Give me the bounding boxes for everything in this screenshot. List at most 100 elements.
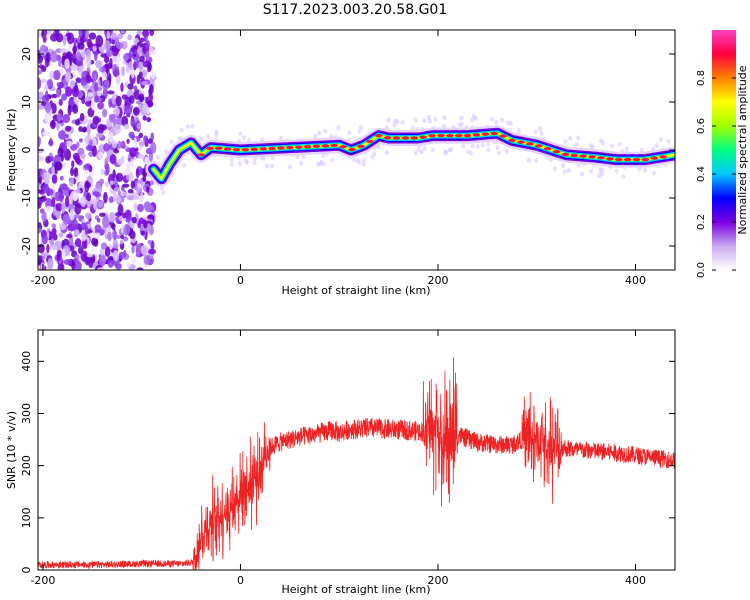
ridge-halo-speck bbox=[190, 123, 195, 129]
y-tick-label: 20 bbox=[20, 47, 33, 61]
noise-speck bbox=[50, 93, 58, 99]
x-tick-label: 400 bbox=[625, 574, 646, 587]
ridge-halo-speck bbox=[642, 167, 647, 173]
noise-speck bbox=[92, 73, 97, 83]
ridge-hotspot bbox=[312, 144, 321, 148]
ridge-hotspot bbox=[517, 140, 525, 144]
noise-speck bbox=[64, 58, 70, 70]
ridge-halo-speck bbox=[658, 137, 663, 143]
noise-speck bbox=[74, 203, 82, 215]
ridge-hotspot bbox=[606, 157, 614, 161]
x-tick-label: 200 bbox=[427, 274, 448, 287]
noise-speck bbox=[142, 102, 149, 114]
noise-speck bbox=[81, 30, 86, 38]
noise-speck bbox=[104, 246, 111, 258]
colorbar-tick-label: 0.6 bbox=[696, 118, 707, 134]
ridge-halo-speck bbox=[490, 116, 495, 122]
noise-speck bbox=[137, 220, 142, 229]
noise-speck bbox=[52, 233, 58, 241]
ridge-halo-speck bbox=[287, 164, 292, 170]
noise-speck bbox=[84, 30, 90, 40]
noise-speck bbox=[58, 130, 67, 140]
ridge-hotspot bbox=[286, 146, 294, 150]
noise-speck bbox=[79, 138, 83, 143]
noise-speck bbox=[90, 198, 95, 205]
ridge-halo-speck bbox=[413, 117, 418, 123]
noise-speck bbox=[100, 124, 107, 131]
noise-speck bbox=[146, 204, 155, 212]
ridge-halo-speck bbox=[539, 130, 544, 136]
noise-speck bbox=[104, 181, 110, 188]
ridge-halo-speck bbox=[264, 163, 269, 169]
noise-speck bbox=[38, 95, 42, 104]
noise-speck bbox=[66, 51, 73, 59]
noise-speck bbox=[112, 106, 121, 116]
noise-speck bbox=[98, 212, 106, 217]
ridge-halo-speck bbox=[298, 160, 303, 166]
noise-speck bbox=[49, 119, 56, 130]
noise-speck bbox=[121, 183, 130, 188]
ridge-hotspot bbox=[294, 145, 303, 149]
y-tick-label: 0 bbox=[20, 147, 33, 154]
noise-speck bbox=[58, 232, 64, 238]
noise-speck bbox=[59, 176, 64, 181]
ridge-halo-speck bbox=[278, 135, 283, 141]
ridge-halo-speck bbox=[624, 146, 629, 152]
noise-speck bbox=[65, 86, 73, 97]
noise-speck bbox=[74, 238, 82, 248]
noise-speck bbox=[113, 149, 120, 154]
noise-speck bbox=[147, 66, 151, 73]
noise-speck bbox=[69, 177, 74, 187]
noise-speck bbox=[103, 142, 110, 152]
noise-speck bbox=[38, 155, 42, 162]
colorbar: 0.0 0.2 0.4 0.6 0.8 Normalized spectral ampl… bbox=[696, 30, 749, 278]
noise-speck bbox=[105, 163, 110, 176]
colorbar-tick-label: 0.0 bbox=[696, 262, 707, 278]
noise-speck bbox=[52, 70, 61, 81]
ridge-hotspot bbox=[250, 147, 259, 151]
ridge-halo-speck bbox=[533, 129, 538, 135]
noise-speck bbox=[136, 122, 141, 130]
noise-speck bbox=[108, 113, 117, 119]
colorbar-gradient bbox=[712, 30, 736, 270]
noise-speck bbox=[86, 123, 91, 135]
colorbar-label: Normalized spectral amplitude bbox=[736, 65, 749, 234]
noise-speck bbox=[52, 206, 57, 216]
noise-speck bbox=[49, 70, 54, 80]
ridge-halo-speck bbox=[156, 155, 161, 161]
ridge-hotspot bbox=[419, 135, 427, 139]
colorbar-tick-label: 0.2 bbox=[696, 214, 707, 230]
noise-speck bbox=[86, 192, 92, 202]
noise-speck bbox=[135, 243, 143, 252]
x-tick-label: 0 bbox=[237, 274, 244, 287]
noise-speck bbox=[149, 30, 155, 37]
noise-speck bbox=[43, 171, 51, 180]
ridge-halo-speck bbox=[362, 157, 367, 163]
noise-speck bbox=[38, 77, 42, 90]
noise-speck bbox=[45, 205, 52, 212]
noise-speck bbox=[80, 195, 87, 207]
noise-speck bbox=[138, 196, 143, 203]
noise-speck bbox=[114, 212, 122, 217]
noise-speck bbox=[95, 35, 104, 48]
noise-speck bbox=[150, 70, 156, 80]
noise-speck bbox=[51, 197, 56, 208]
noise-speck bbox=[57, 263, 65, 270]
noise-speck bbox=[102, 216, 110, 229]
ridge-halo-speck bbox=[443, 149, 448, 155]
noise-speck bbox=[63, 258, 72, 265]
noise-speck bbox=[92, 191, 100, 196]
noise-speck bbox=[121, 115, 129, 127]
noise-speck bbox=[38, 31, 41, 38]
noise-speck bbox=[111, 140, 118, 149]
noise-speck bbox=[85, 181, 91, 189]
noise-speck bbox=[131, 256, 136, 264]
noise-speck bbox=[57, 147, 64, 158]
ridge-hotspot bbox=[614, 158, 623, 162]
noise-speck bbox=[72, 104, 79, 114]
noise-speck bbox=[115, 56, 120, 67]
noise-speck bbox=[62, 162, 67, 168]
ridge-halo-speck bbox=[238, 131, 243, 137]
ridge-halo-speck bbox=[561, 163, 566, 169]
noise-speck bbox=[76, 51, 81, 61]
